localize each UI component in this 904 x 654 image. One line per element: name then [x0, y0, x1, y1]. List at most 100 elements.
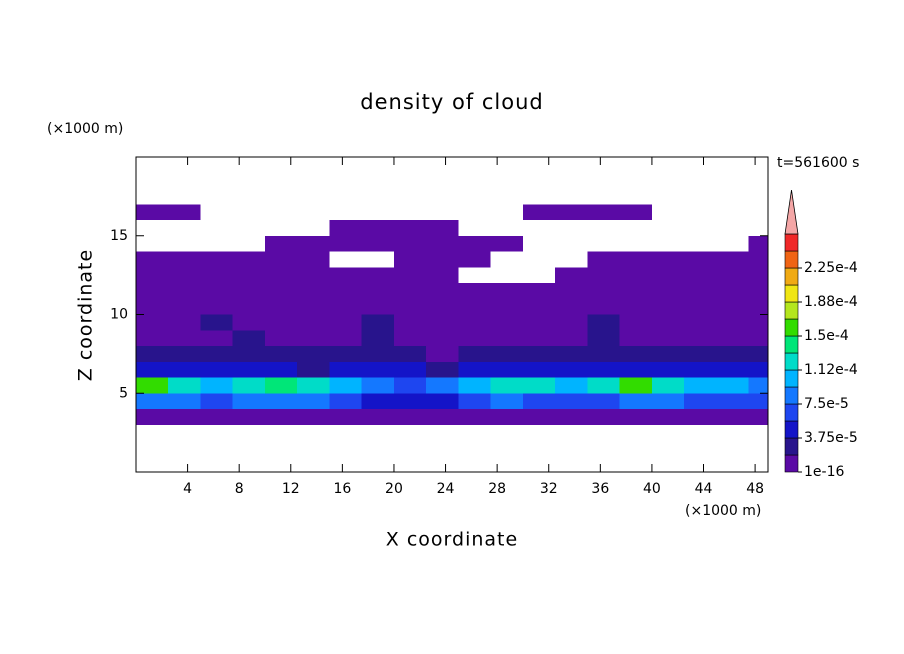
field-cell	[232, 346, 265, 362]
field-cell	[651, 361, 685, 378]
field-cell	[297, 314, 330, 331]
field-cell	[200, 204, 232, 220]
field-cell	[716, 220, 748, 236]
field-cell	[522, 361, 556, 378]
field-cell	[297, 346, 330, 362]
y-unit: (×1000 m)	[47, 121, 123, 137]
x-tick-label: 28	[488, 481, 506, 497]
field-cell	[587, 267, 620, 283]
field-cell	[265, 204, 297, 220]
field-cell	[200, 393, 233, 409]
field-cell	[136, 298, 169, 315]
field-cell	[619, 377, 652, 394]
field-cell	[329, 267, 362, 283]
field-cell	[619, 409, 652, 425]
field-cell	[684, 314, 717, 331]
x-tick-label: 20	[385, 481, 403, 497]
x-tick-label: 44	[695, 481, 713, 497]
field-cell	[393, 330, 427, 346]
field-cell	[523, 252, 555, 268]
field-cell	[587, 314, 620, 331]
field-cell	[426, 377, 459, 394]
field-cell	[490, 361, 523, 378]
x-tick-label: 48	[746, 481, 764, 497]
y-tick-label: 5	[119, 385, 128, 401]
colorbar-band	[784, 267, 799, 286]
field-cell	[200, 361, 233, 378]
field-cell	[748, 346, 768, 362]
field-cell	[458, 314, 491, 331]
field-cell	[361, 314, 394, 331]
field-cell	[652, 204, 684, 220]
field-cell	[522, 283, 556, 299]
field-cell	[555, 236, 587, 252]
field-cell	[555, 361, 588, 378]
field-cell	[716, 314, 749, 331]
field-cell	[619, 267, 652, 283]
field-cell	[522, 346, 556, 362]
field-cell	[168, 220, 200, 236]
field-cell	[458, 377, 491, 394]
time-label: t=561600 s	[777, 155, 859, 171]
field-cell	[297, 251, 330, 268]
field-cell	[587, 330, 620, 346]
field-cell	[426, 330, 459, 346]
field-cell	[522, 393, 556, 409]
field-cell	[200, 298, 233, 315]
field-cell	[555, 204, 588, 220]
field-cell	[491, 252, 523, 268]
field-cell	[587, 236, 619, 252]
field-cell	[232, 267, 265, 283]
field-cell	[651, 314, 685, 331]
field-cell	[620, 220, 652, 236]
field-cell	[265, 220, 297, 236]
field-cell	[748, 409, 768, 425]
y-tick-label: 15	[110, 228, 128, 244]
field-cell	[329, 409, 362, 425]
field-cell	[490, 346, 523, 362]
field-cell	[264, 330, 298, 346]
field-cell	[361, 298, 394, 315]
field-cell	[361, 377, 394, 394]
colorbar-band	[784, 233, 799, 252]
x-tick-label: 8	[235, 481, 244, 497]
field-cell	[587, 220, 619, 236]
field-cell	[329, 252, 361, 268]
y-axis-label: Z coordinate	[75, 249, 97, 381]
field-cell	[716, 377, 749, 394]
field-cell	[361, 409, 394, 425]
contour-field	[136, 204, 768, 425]
field-cell	[136, 346, 169, 362]
field-cell	[555, 283, 588, 299]
field-cell	[523, 236, 555, 252]
field-cell	[555, 220, 587, 236]
field-cell	[587, 204, 620, 220]
field-cell	[329, 346, 362, 362]
field-cell	[200, 346, 233, 362]
field-cell	[651, 377, 685, 394]
field-cell	[361, 361, 394, 378]
field-cell	[684, 283, 717, 299]
field-cell	[684, 377, 717, 394]
field-cell	[264, 314, 298, 331]
field-cell	[458, 204, 490, 220]
field-cell	[619, 330, 652, 346]
field-cell	[264, 409, 298, 425]
field-cell	[297, 330, 330, 346]
field-cell	[426, 409, 459, 425]
field-cell	[523, 220, 555, 236]
field-cell	[168, 330, 201, 346]
field-cell	[393, 251, 427, 268]
field-cell	[620, 236, 652, 252]
field-cell	[232, 314, 265, 331]
field-cell	[297, 298, 330, 315]
colorbar-band	[784, 420, 799, 439]
x-axis-label: X coordinate	[386, 529, 518, 551]
field-cell	[716, 283, 749, 299]
field-cell	[264, 267, 298, 283]
field-cell	[522, 204, 556, 220]
field-cell	[716, 346, 749, 362]
field-cell	[168, 251, 201, 268]
field-cell	[168, 377, 201, 394]
